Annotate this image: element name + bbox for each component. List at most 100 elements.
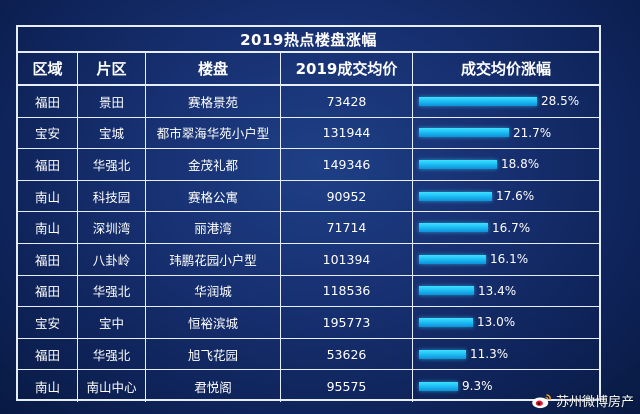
cell-price: 101394 xyxy=(281,244,413,275)
growth-label: 16.1% xyxy=(490,252,529,267)
watermark: 苏州微博房产 xyxy=(531,391,634,410)
cell-project: 君悦阁 xyxy=(146,370,281,402)
cell-growth: 16.7% xyxy=(413,212,599,243)
growth-bar xyxy=(419,349,466,359)
cell-project: 赛格公寓 xyxy=(146,180,281,212)
growth-bar xyxy=(419,191,492,201)
table-row: 福田 华强北 旭飞花园 53626 11.3% xyxy=(18,338,599,371)
table-row: 福田 景田 赛格景苑 73428 28.5% xyxy=(18,86,599,118)
growth-label: 21.7% xyxy=(513,125,552,140)
growth-bar-wrap: 28.5% xyxy=(419,86,579,117)
cell-growth: 11.3% xyxy=(413,339,599,370)
growth-bar xyxy=(419,96,537,106)
cell-growth: 17.6% xyxy=(413,181,599,212)
growth-bar-wrap: 18.8% xyxy=(419,149,539,180)
growth-label: 11.3% xyxy=(470,347,509,362)
growth-label: 17.6% xyxy=(496,189,535,204)
cell-price: 118536 xyxy=(281,275,413,307)
cell-district: 福田 xyxy=(18,149,78,180)
cell-growth: 16.1% xyxy=(413,244,599,275)
cell-growth: 13.4% xyxy=(413,276,599,307)
table-header-row: 区域 片区 楼盘 2019成交均价 成交均价涨幅 xyxy=(18,53,599,86)
growth-label: 16.7% xyxy=(492,220,531,235)
cell-district: 宝安 xyxy=(18,117,78,149)
cell-growth: 21.7% xyxy=(413,118,599,149)
cell-area: 深圳湾 xyxy=(78,212,146,243)
cell-area: 八卦岭 xyxy=(78,244,146,275)
cell-district: 南山 xyxy=(18,370,78,402)
growth-label: 9.3% xyxy=(462,379,493,394)
cell-price: 195773 xyxy=(281,307,413,338)
cell-growth: 9.3% xyxy=(413,370,599,402)
weibo-icon xyxy=(532,393,551,408)
cell-district: 福田 xyxy=(18,275,78,307)
cell-price: 73428 xyxy=(281,86,413,117)
growth-label: 13.0% xyxy=(477,315,516,330)
cell-price: 90952 xyxy=(281,180,413,212)
cell-area: 科技园 xyxy=(78,180,146,212)
cell-growth: 13.0% xyxy=(413,307,599,338)
growth-bar-wrap: 11.3% xyxy=(419,339,508,370)
cell-district: 福田 xyxy=(18,244,78,275)
growth-bar xyxy=(419,254,486,264)
watermark-text: 苏州微博房产 xyxy=(555,395,634,410)
growth-bar xyxy=(419,286,474,296)
cell-district: 宝安 xyxy=(18,307,78,338)
growth-bar xyxy=(419,317,473,327)
cell-area: 华强北 xyxy=(78,338,146,370)
table-row: 宝安 宝中 恒裕滨城 195773 13.0% xyxy=(18,307,599,339)
hot-projects-table: 2019热点楼盘涨幅 区域 片区 楼盘 2019成交均价 成交均价涨幅 福田 景田… xyxy=(16,25,601,402)
growth-bar-wrap: 21.7% xyxy=(419,118,551,149)
cell-price: 95575 xyxy=(281,370,413,402)
cell-district: 福田 xyxy=(18,338,78,370)
header-project: 楼盘 xyxy=(146,53,281,84)
cell-district: 南山 xyxy=(18,180,78,212)
cell-project: 恒裕滨城 xyxy=(146,307,281,338)
table-row: 南山 深圳湾 丽港湾 71714 16.7% xyxy=(18,212,599,244)
header-growth: 成交均价涨幅 xyxy=(460,60,551,78)
cell-area: 宝中 xyxy=(78,307,146,338)
growth-bar xyxy=(419,223,488,233)
table-row: 宝安 宝城 都市翠海华苑小户型 131944 21.7% xyxy=(18,117,599,150)
header-area: 片区 xyxy=(78,53,146,84)
header-price: 2019成交均价 xyxy=(281,53,413,84)
cell-area: 华强北 xyxy=(78,149,146,180)
cell-price: 149346 xyxy=(281,149,413,180)
cell-area: 宝城 xyxy=(78,117,146,149)
cell-project: 都市翠海华苑小户型 xyxy=(146,117,281,149)
cell-district: 南山 xyxy=(18,212,78,243)
table-row: 福田 华强北 华润城 118536 13.4% xyxy=(18,275,599,308)
cell-area: 景田 xyxy=(78,86,146,117)
cell-district: 福田 xyxy=(18,86,78,117)
cell-project: 金茂礼都 xyxy=(146,149,281,180)
growth-bar-wrap: 16.1% xyxy=(419,244,528,275)
cell-price: 53626 xyxy=(281,338,413,370)
growth-label: 28.5% xyxy=(541,94,580,109)
growth-bar-wrap: 13.4% xyxy=(419,276,516,307)
growth-bar-wrap: 17.6% xyxy=(419,181,534,212)
growth-label: 18.8% xyxy=(501,157,540,172)
growth-bar xyxy=(419,128,509,138)
growth-bar-wrap: 9.3% xyxy=(419,370,493,402)
table-row: 福田 华强北 金茂礼都 149346 18.8% xyxy=(18,149,599,181)
table-title: 2019热点楼盘涨幅 xyxy=(240,30,377,49)
cell-project: 赛格景苑 xyxy=(146,86,281,117)
table-row: 南山 南山中心 君悦阁 95575 9.3% xyxy=(18,370,599,402)
cell-price: 71714 xyxy=(281,212,413,243)
cell-area: 南山中心 xyxy=(78,370,146,402)
cell-project: 玮鹏花园小户型 xyxy=(146,244,281,275)
growth-label: 13.4% xyxy=(478,283,517,298)
growth-bar-wrap: 13.0% xyxy=(419,307,515,338)
growth-bar xyxy=(419,381,458,391)
cell-growth: 28.5% xyxy=(413,86,599,117)
table-row: 南山 科技园 赛格公寓 90952 17.6% xyxy=(18,180,599,213)
cell-area: 华强北 xyxy=(78,275,146,307)
cell-price: 131944 xyxy=(281,117,413,149)
cell-project: 旭飞花园 xyxy=(146,338,281,370)
cell-growth: 18.8% xyxy=(413,149,599,180)
cell-project: 华润城 xyxy=(146,275,281,307)
growth-bar xyxy=(419,159,497,169)
header-district: 区域 xyxy=(18,53,78,84)
table-row: 福田 八卦岭 玮鹏花园小户型 101394 16.1% xyxy=(18,244,599,276)
